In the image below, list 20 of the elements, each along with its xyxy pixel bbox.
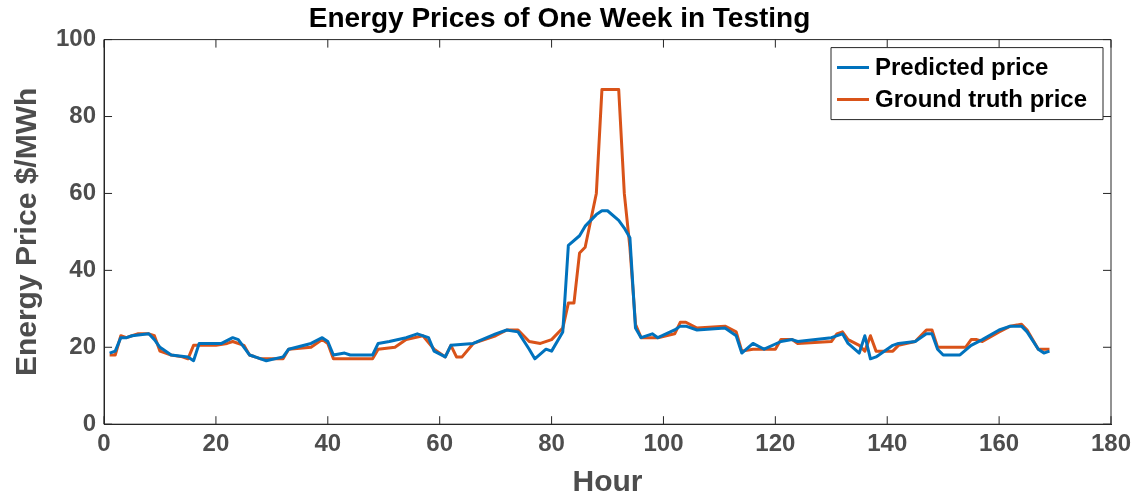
x-tick-label: 160 bbox=[979, 429, 1020, 457]
x-tick-label: 120 bbox=[755, 429, 796, 457]
y-tick-label: 60 bbox=[69, 178, 97, 206]
chart-title: Energy Prices of One Week in Testing bbox=[308, 1, 811, 33]
x-tick-label: 180 bbox=[1090, 429, 1132, 457]
x-tick-label: 100 bbox=[643, 429, 684, 457]
y-axis-title: Energy Price $/MWh bbox=[9, 87, 43, 377]
y-tick-label: 0 bbox=[82, 408, 97, 436]
x-tick-label: 20 bbox=[202, 429, 230, 457]
x-tick-label: 80 bbox=[538, 429, 565, 457]
x-tick-label: 40 bbox=[314, 429, 342, 457]
y-tick-label: 40 bbox=[69, 254, 97, 282]
y-tick-label: 20 bbox=[69, 331, 97, 359]
legend-label: Ground truth price bbox=[875, 85, 1088, 113]
x-tick-label: 60 bbox=[426, 429, 454, 457]
x-axis-title: Hour bbox=[572, 464, 643, 498]
y-tick-label: 80 bbox=[69, 101, 97, 129]
y-tick-label: 100 bbox=[56, 24, 97, 52]
x-tick-label: 140 bbox=[867, 429, 908, 457]
legend-label: Predicted price bbox=[875, 53, 1049, 81]
